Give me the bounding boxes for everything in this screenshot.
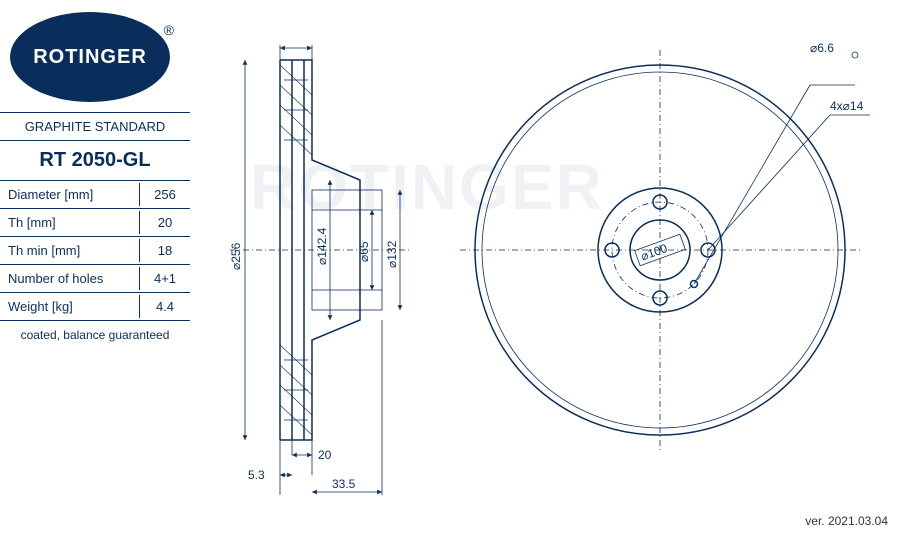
dim-pcd: ⌀100 — [639, 241, 670, 264]
table-row: Th [mm] 20 — [0, 209, 190, 237]
table-row: Number of holes 4+1 — [0, 265, 190, 293]
table-row: Diameter [mm] 256 — [0, 181, 190, 209]
dim-hatdepth: 33.5 — [332, 477, 356, 491]
drawing-svg: ⌀256 ⌀142.4 ⌀65 ⌀132 20 5.3 33.5 — [200, 20, 890, 510]
technical-drawing: ⌀256 ⌀142.4 ⌀65 ⌀132 20 5.3 33.5 — [200, 20, 890, 510]
brand-logo: ROTINGER ® — [10, 12, 170, 102]
logo-text: ROTINGER — [33, 46, 147, 69]
dim-bolts: 4x⌀14 — [830, 99, 864, 113]
table-row: Weight [kg] 4.4 — [0, 293, 190, 321]
dim-face: ⌀132 — [385, 240, 399, 268]
dim-bore: ⌀65 — [357, 241, 371, 262]
table-row: Th min [mm] 18 — [0, 237, 190, 265]
spec-table: GRAPHITE STANDARD RT 2050-GL Diameter [m… — [0, 112, 190, 349]
dim-outer: ⌀256 — [229, 242, 243, 270]
standard-label: GRAPHITE STANDARD — [0, 115, 190, 138]
dim-pilot: ⌀6.6 — [810, 41, 834, 55]
dim-hat: ⌀142.4 — [315, 227, 329, 265]
part-number: RT 2050-GL — [0, 141, 190, 180]
version-label: ver. 2021.03.04 — [805, 514, 888, 528]
dim-thickness: 20 — [318, 448, 332, 462]
registered-mark: ® — [164, 22, 174, 38]
footer-note: coated, balance guaranteed — [0, 324, 190, 346]
dim-offset: 5.3 — [248, 468, 265, 482]
